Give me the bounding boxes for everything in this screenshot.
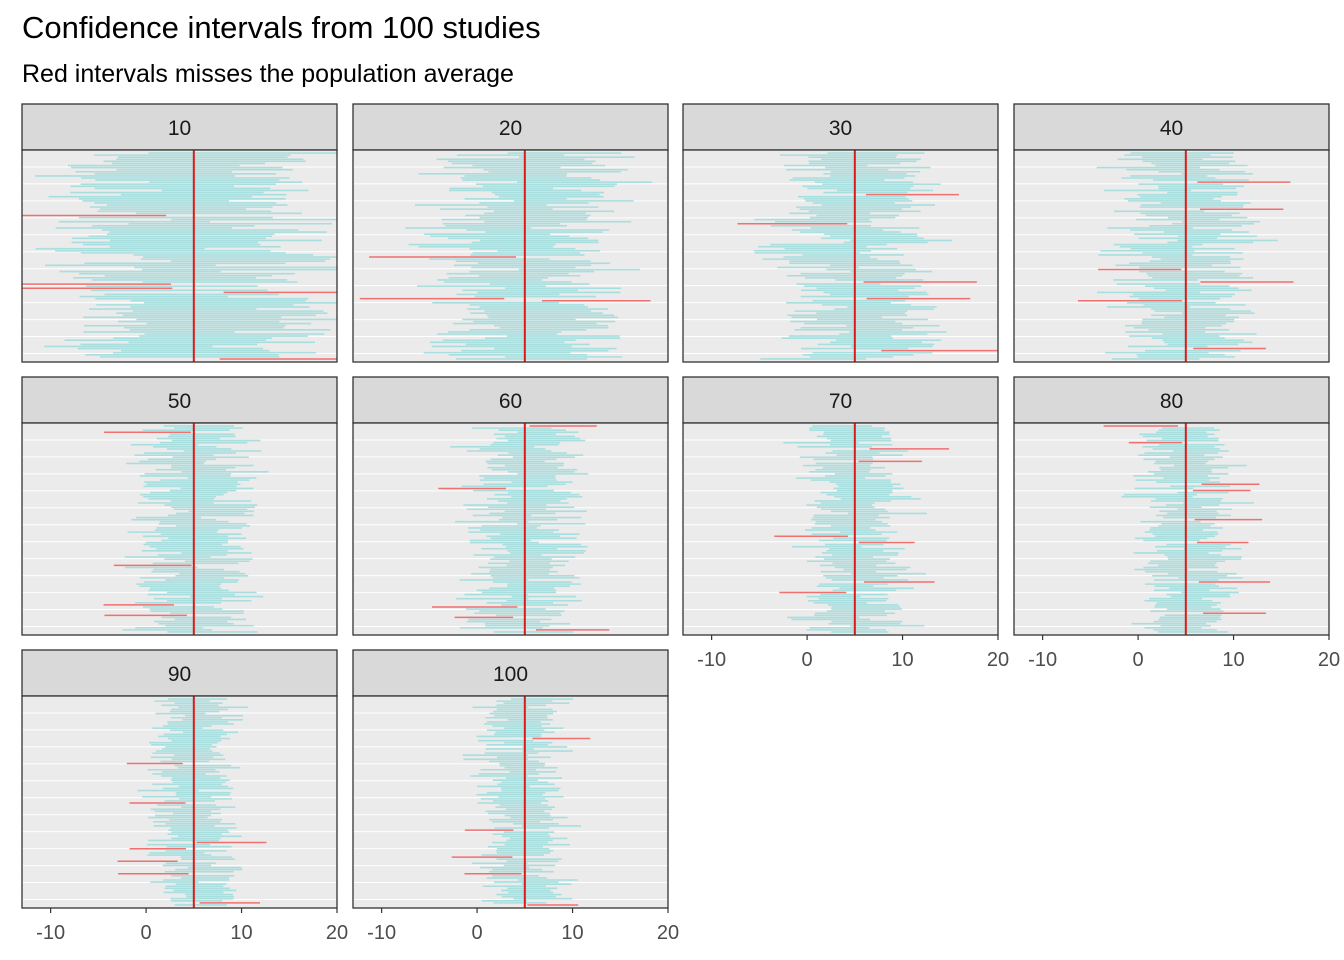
facet-label: 20: [499, 117, 522, 140]
panel-border: [682, 422, 999, 636]
facet-label: 90: [168, 663, 191, 686]
intervals: [117, 698, 267, 906]
facet-label: 40: [1160, 117, 1183, 140]
panel-background: [1014, 150, 1329, 362]
x-tick-label: 10: [561, 922, 583, 944]
facet-panel-80: 80 -10 0 10 20: [1013, 376, 1340, 671]
facet-label: 30: [829, 117, 852, 140]
x-tick-label: -10: [1028, 649, 1057, 671]
x-tick-label: 0: [472, 922, 483, 944]
x-tick-label: 10: [1222, 649, 1244, 671]
panel-background: [1014, 423, 1329, 635]
facet-strip: [682, 103, 999, 151]
intervals: [774, 425, 950, 633]
facet-label: 60: [499, 390, 522, 413]
facet-label: 80: [1160, 390, 1183, 413]
x-tick-label: 0: [1133, 649, 1144, 671]
panel-background: [353, 423, 668, 635]
panel-border: [352, 695, 669, 909]
x-tick-label: -10: [367, 922, 396, 944]
intervals: [431, 425, 610, 633]
intervals: [103, 425, 269, 633]
panel-border: [1013, 149, 1330, 363]
x-tick-label: 20: [326, 922, 348, 944]
facet-strip: [1013, 376, 1330, 424]
facet-strip: [21, 376, 338, 424]
x-axis: -10 0 10 20: [36, 908, 348, 944]
panel-background: [353, 150, 668, 362]
x-tick-label: 10: [891, 649, 913, 671]
facet-panel-30: 30: [682, 103, 999, 363]
x-tick-label: 20: [1318, 649, 1340, 671]
x-tick-label: 0: [802, 649, 813, 671]
facet-panel-10: 10: [21, 103, 338, 363]
panel-background: [22, 696, 337, 908]
intervals: [359, 152, 653, 360]
facet-panel-60: 60: [352, 376, 669, 636]
x-tick-label: 0: [141, 922, 152, 944]
x-axis: -10 0 10 20: [697, 635, 1009, 671]
panel-background: [22, 423, 337, 635]
intervals: [22, 152, 337, 360]
facet-panel-90: 90 -10 0 10 20: [21, 649, 348, 944]
facet-panel-70: 70 -10 0 10 20: [682, 376, 1009, 671]
x-tick-label: -10: [697, 649, 726, 671]
facet-panel-40: 40: [1013, 103, 1330, 363]
facet-strip: [1013, 103, 1330, 151]
facet-panel-100: 100 -10 0 10 20: [352, 649, 679, 944]
facet-label: 10: [168, 117, 191, 140]
x-axis: -10 0 10 20: [367, 908, 679, 944]
facet-strip: [352, 649, 669, 697]
x-tick-label: 10: [230, 922, 252, 944]
gridlines: [353, 439, 668, 628]
intervals: [1077, 152, 1294, 360]
facet-label: 100: [493, 663, 528, 686]
facet-panel-20: 20: [352, 103, 669, 363]
facet-strip: [352, 103, 669, 151]
panel-border: [682, 149, 999, 363]
panel-background: [353, 696, 668, 908]
panel-border: [352, 149, 669, 363]
intervals: [737, 152, 998, 360]
intervals: [1103, 425, 1271, 633]
facet-strip: [21, 649, 338, 697]
panel-border: [21, 149, 338, 363]
panel-background: [22, 150, 337, 362]
x-tick-label: -10: [36, 922, 65, 944]
panel-border: [21, 695, 338, 909]
chart-title: Confidence intervals from 100 studies: [22, 10, 541, 45]
facet-label: 70: [829, 390, 852, 413]
x-tick-label: 20: [657, 922, 679, 944]
x-axis: -10 0 10 20: [1028, 635, 1340, 671]
x-tick-label: 20: [987, 649, 1009, 671]
intervals: [451, 698, 591, 906]
panel-background: [683, 150, 998, 362]
facet-panel-50: 50: [21, 376, 338, 636]
facet-strip: [352, 376, 669, 424]
panel-border: [21, 422, 338, 636]
panel-border: [352, 422, 669, 636]
facet-label: 50: [168, 390, 191, 413]
chart-subtitle: Red intervals misses the population aver…: [22, 60, 514, 88]
panel-border: [1013, 422, 1330, 636]
panel-background: [683, 423, 998, 635]
